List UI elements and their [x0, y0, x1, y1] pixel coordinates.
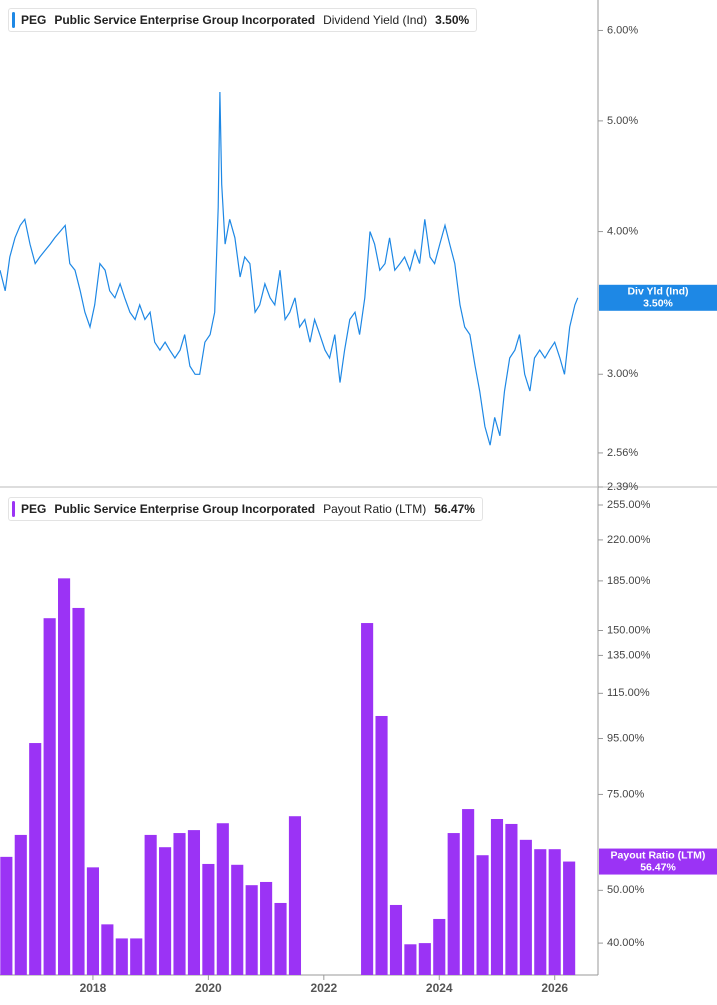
legend-header: PEG Public Service Enterprise Group Inco… [8, 8, 478, 32]
bar [144, 834, 157, 975]
bar [43, 618, 56, 975]
y-tick-label: 40.00% [607, 937, 645, 949]
y-tick-label: 185.00% [607, 575, 651, 587]
company: Public Service Enterprise Group Incorpor… [54, 13, 316, 27]
ticker: PEG [21, 502, 47, 516]
current-value: 56.47% [434, 502, 475, 516]
bar [563, 861, 576, 975]
bar [58, 578, 71, 975]
bar [361, 623, 374, 975]
series-name: Payout Ratio (LTM) [323, 502, 427, 516]
company: Public Service Enterprise Group Incorpor… [54, 502, 316, 516]
bar [245, 885, 258, 975]
bar [173, 833, 186, 975]
y-tick-label: 220.00% [607, 534, 651, 546]
bar [0, 856, 13, 975]
bar [216, 823, 229, 975]
value-badge [599, 284, 717, 311]
x-tick-label: 2026 [541, 981, 568, 995]
x-tick-label: 2022 [310, 981, 337, 995]
bar [519, 839, 532, 975]
badge-label: Payout Ratio (LTM) [611, 849, 706, 861]
y-tick-label: 5.00% [607, 115, 638, 127]
bar [101, 924, 114, 975]
y-tick-label: 255.00% [607, 499, 651, 511]
bar [202, 863, 215, 975]
y-tick-label: 6.00% [607, 24, 638, 36]
y-tick-label: 2.56% [607, 447, 638, 459]
bar [418, 943, 431, 975]
series-name: Dividend Yield (Ind) [323, 13, 428, 27]
y-tick-label: 95.00% [607, 732, 645, 744]
bar [548, 849, 561, 975]
bar [534, 849, 547, 975]
y-tick-label: 2.39% [607, 481, 638, 493]
legend-header: PEG Public Service Enterprise Group Inco… [8, 497, 483, 521]
bar [462, 809, 475, 975]
y-tick-label: 4.00% [607, 225, 638, 237]
y-tick-label: 150.00% [607, 624, 651, 636]
bar [115, 938, 128, 975]
bar [130, 938, 143, 975]
bar [86, 867, 99, 975]
bar [29, 743, 42, 975]
bar [274, 902, 287, 975]
bar [404, 944, 417, 975]
x-tick-label: 2020 [195, 981, 222, 995]
bar [14, 834, 27, 975]
ticker: PEG [21, 13, 47, 27]
value-badge [599, 848, 717, 875]
bar [72, 607, 85, 975]
bar [476, 855, 489, 975]
y-tick-label: 75.00% [607, 788, 645, 800]
bar [159, 847, 172, 975]
y-tick-label: 50.00% [607, 884, 645, 896]
bar [231, 864, 244, 975]
line [0, 91, 579, 446]
x-tick-label: 2018 [80, 981, 107, 995]
bar [375, 715, 388, 975]
badge-label: Div Yld (Ind) [627, 286, 688, 298]
y-tick-label: 135.00% [607, 649, 651, 661]
x-tick-label: 2024 [426, 981, 453, 995]
bar [260, 881, 273, 975]
y-tick-label: 115.00% [607, 687, 650, 699]
bar [288, 816, 302, 975]
badge-value: 56.47% [640, 861, 676, 873]
badge-value: 3.50% [643, 298, 673, 310]
bar [187, 830, 201, 975]
bar [490, 818, 504, 975]
bar [433, 918, 446, 975]
bar [389, 904, 403, 975]
y-tick-label: 3.00% [607, 368, 638, 380]
current-value: 3.50% [435, 13, 470, 27]
bar [505, 823, 518, 975]
bar [447, 833, 460, 975]
